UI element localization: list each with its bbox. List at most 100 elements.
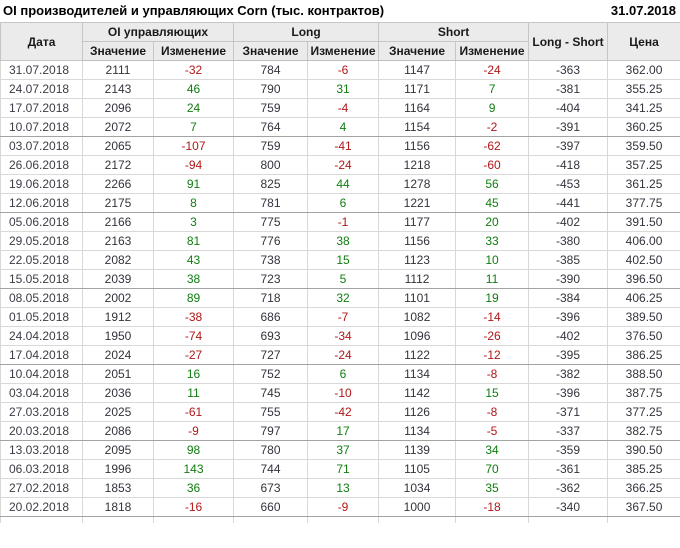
long-short-cell: -340 [528,497,609,517]
date-cell: 06.03.2018 [0,459,83,479]
table-row: 27.02.2018 1853 36 673 13 1034 35 -362 366.25 [0,478,680,498]
price-cell: 357.25 [607,155,680,175]
oi-change-cell: -16 [152,497,235,517]
price-cell: 388.50 [607,364,680,384]
short-value-cell: 1082 [378,307,457,327]
oi-change-cell: 143 [152,459,235,479]
table-row: 22.05.2018 2082 43 738 15 1123 10 -385 402.50 [0,250,680,270]
short-value-cell: 1105 [378,459,457,479]
short-change-cell: 35 [455,478,530,498]
short-change-cell: 20 [455,212,530,232]
oi-value-cell: 1912 [82,307,154,327]
table-row: 03.04.2018 2036 11 745 -10 1142 15 -396 387.75 [0,383,680,403]
long-short-cell: -418 [528,155,609,175]
short-change-cell: -62 [455,136,530,156]
long-change-cell: -4 [307,98,380,118]
date-cell: 24.07.2018 [0,79,83,99]
oi-value-cell: 1818 [82,497,154,517]
short-value-cell: 1177 [378,212,457,232]
table-row: 20.02.2018 1818 -16 660 -9 1000 -18 -340 367.50 [0,497,680,517]
empty-cell [152,516,235,523]
table-row: 15.05.2018 2039 38 723 5 1112 11 -390 396.50 [0,269,680,289]
price-cell: 406.25 [607,288,680,308]
oi-value-cell: 2024 [82,345,154,365]
oi-value-cell: 2096 [82,98,154,118]
long-change-cell: 15 [307,250,380,270]
long-short-cell: -385 [528,250,609,270]
long-value-cell: 784 [233,60,309,80]
col-header-price: Цена [607,22,680,61]
oi-change-cell: 91 [152,174,235,194]
oi-value-cell: 2111 [82,60,154,80]
table-row: 26.06.2018 2172 -94 800 -24 1218 -60 -418 357.25 [0,155,680,175]
date-cell: 20.03.2018 [0,421,83,441]
short-change-cell: 19 [455,288,530,308]
oi-value-cell: 2166 [82,212,154,232]
oi-value-cell: 2266 [82,174,154,194]
oi-value-cell: 2072 [82,117,154,137]
oi-change-cell: -38 [152,307,235,327]
short-value-cell: 1034 [378,478,457,498]
short-value-cell: 1154 [378,117,457,137]
short-change-cell: -14 [455,307,530,327]
oi-value-cell: 2025 [82,402,154,422]
oi-change-cell: -94 [152,155,235,175]
table-row-partial [0,516,680,523]
long-value-cell: 759 [233,136,309,156]
empty-cell [0,516,83,523]
oi-change-cell: -61 [152,402,235,422]
short-value-cell: 1112 [378,269,457,289]
date-cell: 24.04.2018 [0,326,83,346]
col-group-short: Short [378,22,530,42]
long-change-cell: -41 [307,136,380,156]
long-value-cell: 738 [233,250,309,270]
long-short-cell: -391 [528,117,609,137]
price-cell: 355.25 [607,79,680,99]
short-value-cell: 1123 [378,250,457,270]
date-cell: 03.04.2018 [0,383,83,403]
long-short-cell: -397 [528,136,609,156]
price-cell: 389.50 [607,307,680,327]
oi-value-cell: 2039 [82,269,154,289]
date-cell: 08.05.2018 [0,288,83,308]
long-value-cell: 776 [233,231,309,251]
table-row: 24.04.2018 1950 -74 693 -34 1096 -26 -402 376.50 [0,326,680,346]
short-value-cell: 1156 [378,136,457,156]
oi-change-cell: 24 [152,98,235,118]
short-change-cell: 11 [455,269,530,289]
long-value-cell: 752 [233,364,309,384]
long-short-cell: -384 [528,288,609,308]
oi-change-cell: 46 [152,79,235,99]
col-header-date: Дата [0,22,83,61]
table-row: 27.03.2018 2025 -61 755 -42 1126 -8 -371 377.25 [0,402,680,422]
long-change-cell: -42 [307,402,380,422]
oi-value-cell: 2051 [82,364,154,384]
oi-change-cell: -74 [152,326,235,346]
long-value-cell: 745 [233,383,309,403]
empty-cell [82,516,154,523]
table-row: 17.07.2018 2096 24 759 -4 1164 9 -404 341.25 [0,98,680,118]
table-row: 08.05.2018 2002 89 718 32 1101 19 -384 406.25 [0,288,680,308]
empty-cell [233,516,309,523]
oi-value-cell: 1853 [82,478,154,498]
price-cell: 360.25 [607,117,680,137]
long-short-cell: -363 [528,60,609,80]
long-short-cell: -337 [528,421,609,441]
price-cell: 385.25 [607,459,680,479]
long-change-cell: 32 [307,288,380,308]
empty-cell [528,516,609,523]
long-short-cell: -362 [528,478,609,498]
short-change-cell: 45 [455,193,530,213]
long-short-cell: -441 [528,193,609,213]
date-cell: 10.07.2018 [0,117,83,137]
long-value-cell: 825 [233,174,309,194]
short-change-cell: -2 [455,117,530,137]
oi-value-cell: 2082 [82,250,154,270]
price-cell: 396.50 [607,269,680,289]
table-row: 06.03.2018 1996 143 744 71 1105 70 -361 385.25 [0,459,680,479]
price-cell: 390.50 [607,440,680,460]
short-change-cell: 10 [455,250,530,270]
oi-change-cell: 8 [152,193,235,213]
date-cell: 17.07.2018 [0,98,83,118]
oi-change-cell: 16 [152,364,235,384]
